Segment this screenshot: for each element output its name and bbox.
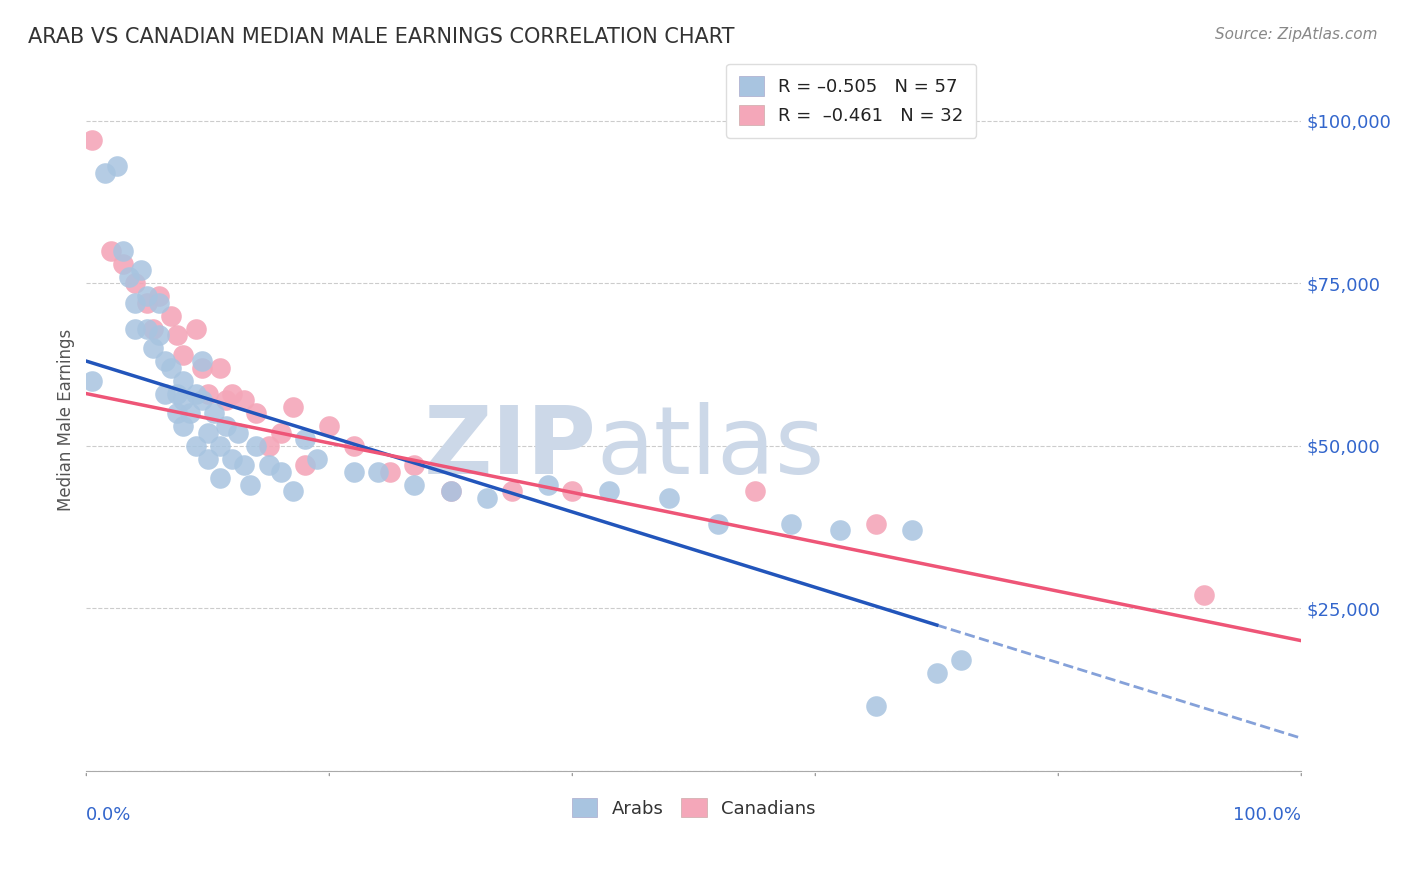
Point xyxy=(367,465,389,479)
Point xyxy=(173,419,195,434)
Point xyxy=(658,491,681,505)
Point xyxy=(780,516,803,531)
Text: ARAB VS CANADIAN MEDIAN MALE EARNINGS CORRELATION CHART: ARAB VS CANADIAN MEDIAN MALE EARNINGS CO… xyxy=(28,27,734,46)
Point xyxy=(270,425,292,440)
Point xyxy=(537,477,560,491)
Point xyxy=(148,289,170,303)
Point xyxy=(404,477,426,491)
Point xyxy=(173,393,195,408)
Point xyxy=(208,439,231,453)
Point xyxy=(166,406,188,420)
Text: 100.0%: 100.0% xyxy=(1233,805,1302,824)
Point xyxy=(197,425,219,440)
Point xyxy=(440,484,463,499)
Point xyxy=(155,354,177,368)
Point xyxy=(270,465,292,479)
Point xyxy=(82,374,104,388)
Point xyxy=(184,439,207,453)
Point xyxy=(221,451,243,466)
Point xyxy=(100,244,122,258)
Text: 0.0%: 0.0% xyxy=(86,805,132,824)
Point xyxy=(184,386,207,401)
Point xyxy=(404,458,426,472)
Point xyxy=(226,425,249,440)
Point xyxy=(294,458,316,472)
Point xyxy=(1192,588,1215,602)
Point xyxy=(166,386,188,401)
Point xyxy=(477,491,499,505)
Point xyxy=(221,386,243,401)
Point xyxy=(307,451,329,466)
Point xyxy=(136,289,159,303)
Point xyxy=(901,523,924,537)
Point xyxy=(142,341,165,355)
Point xyxy=(160,360,183,375)
Point xyxy=(257,439,280,453)
Text: Source: ZipAtlas.com: Source: ZipAtlas.com xyxy=(1215,27,1378,42)
Point xyxy=(865,698,887,713)
Point xyxy=(208,360,231,375)
Point xyxy=(865,516,887,531)
Point xyxy=(215,393,238,408)
Point xyxy=(233,393,256,408)
Point xyxy=(208,471,231,485)
Text: atlas: atlas xyxy=(596,401,825,493)
Point xyxy=(179,406,201,420)
Point xyxy=(828,523,851,537)
Point xyxy=(93,165,115,179)
Point xyxy=(136,295,159,310)
Point xyxy=(166,328,188,343)
Point xyxy=(281,400,304,414)
Point xyxy=(294,432,316,446)
Text: ZIP: ZIP xyxy=(423,401,596,493)
Point xyxy=(173,348,195,362)
Point xyxy=(197,386,219,401)
Point xyxy=(129,263,152,277)
Point xyxy=(239,477,262,491)
Point xyxy=(124,295,146,310)
Point xyxy=(561,484,583,499)
Point xyxy=(197,451,219,466)
Point xyxy=(190,354,212,368)
Point xyxy=(501,484,523,499)
Point xyxy=(215,419,238,434)
Point xyxy=(950,653,973,667)
Point xyxy=(245,439,267,453)
Point xyxy=(318,419,340,434)
Point xyxy=(342,465,364,479)
Point xyxy=(378,465,401,479)
Point xyxy=(440,484,463,499)
Point xyxy=(202,406,225,420)
Point xyxy=(190,393,212,408)
Point xyxy=(155,386,177,401)
Point xyxy=(124,276,146,290)
Point xyxy=(82,133,104,147)
Point xyxy=(233,458,256,472)
Point xyxy=(136,321,159,335)
Point xyxy=(160,309,183,323)
Point xyxy=(105,159,128,173)
Point xyxy=(342,439,364,453)
Point xyxy=(124,321,146,335)
Y-axis label: Median Male Earnings: Median Male Earnings xyxy=(58,328,75,511)
Point xyxy=(142,321,165,335)
Point xyxy=(184,321,207,335)
Point xyxy=(281,484,304,499)
Point xyxy=(148,295,170,310)
Point xyxy=(111,244,134,258)
Point xyxy=(111,256,134,270)
Point xyxy=(257,458,280,472)
Point xyxy=(190,360,212,375)
Point xyxy=(245,406,267,420)
Legend: Arabs, Canadians: Arabs, Canadians xyxy=(565,790,823,825)
Point xyxy=(148,328,170,343)
Point xyxy=(925,666,948,681)
Point xyxy=(118,269,141,284)
Point xyxy=(173,374,195,388)
Point xyxy=(598,484,620,499)
Point xyxy=(707,516,730,531)
Point xyxy=(744,484,766,499)
